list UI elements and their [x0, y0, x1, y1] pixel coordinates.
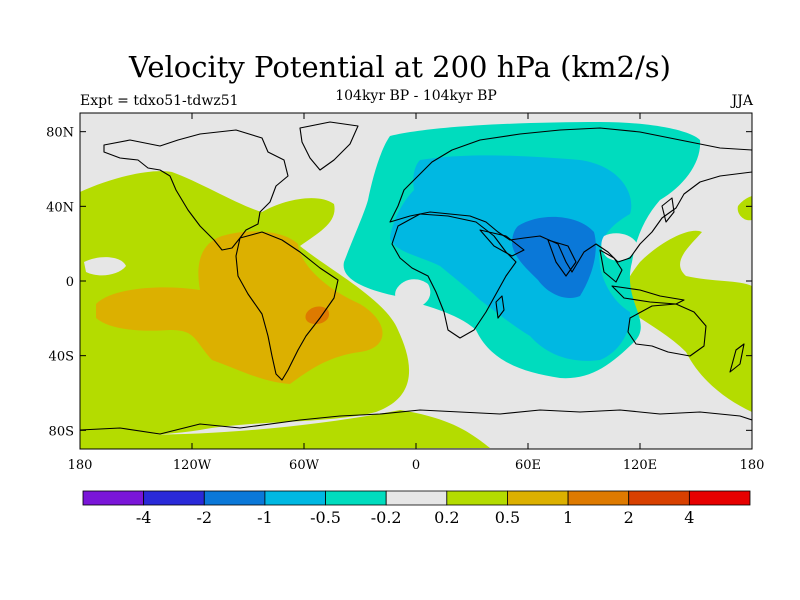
coastline-australia — [627, 303, 707, 357]
coastline-north-america — [103, 129, 289, 251]
colorbar-label: 4 — [684, 508, 694, 527]
colorbar-swatch-10 — [688, 490, 751, 506]
coastline-south-america — [235, 231, 339, 381]
lon-tick-label: 60E — [515, 458, 541, 473]
colorbar-swatch-9 — [628, 490, 690, 506]
colorbar-swatch-2 — [203, 490, 266, 506]
colorbar-label: 2 — [624, 508, 634, 527]
contour-pos-1 — [305, 306, 330, 324]
contour-zero-island-pacific — [84, 257, 126, 276]
colorbar-swatch-6 — [446, 490, 508, 506]
colorbar-swatch-3 — [264, 490, 326, 506]
coastline-antarctica — [80, 409, 752, 435]
contour-zero-island-africa — [395, 279, 431, 308]
lon-tick-label: 180 — [68, 458, 93, 473]
colorbar-swatch-5 — [385, 490, 448, 506]
colorbar-label: -0.5 — [310, 508, 341, 527]
colorbar-label: -1 — [257, 508, 273, 527]
colorbar-label: -4 — [136, 508, 152, 527]
colorbar-swatch-4 — [325, 490, 387, 506]
axis-ticks: 80N 40N 0 40S 80S 180 120W 60W 0 60E 120E 180 — [46, 113, 764, 473]
colorbar-label: 1 — [563, 508, 573, 527]
season-label: JJA — [731, 93, 753, 109]
lon-tick-label: 0 — [412, 458, 420, 473]
contour-fills — [80, 122, 752, 449]
coastline-madagascar — [495, 295, 505, 319]
colorbar-swatch-7 — [507, 490, 569, 506]
contour-pos-0-2-atlantic-edge — [737, 196, 752, 221]
lon-tick-label: 120E — [623, 458, 657, 473]
colorbar-label: -2 — [196, 508, 212, 527]
colorbar-label: 0.5 — [495, 508, 520, 527]
lat-tick-label: 0 — [66, 275, 74, 290]
coastline-japan — [661, 197, 675, 223]
coastline-india — [547, 239, 577, 277]
lon-tick-label: 120W — [173, 458, 212, 473]
colorbar-swatch-8 — [567, 490, 630, 506]
lat-tick-label: 80N — [46, 126, 74, 141]
contour-neg-0-5 — [390, 155, 632, 361]
coastline-indonesia — [611, 285, 685, 305]
lat-tick-label: 40S — [49, 350, 74, 365]
page-title: Velocity Potential at 200 hPa (km2/s) — [129, 50, 671, 84]
coastline-africa — [391, 213, 517, 339]
lat-tick-label: 40N — [46, 200, 74, 215]
colorbar-swatch-0 — [82, 490, 145, 506]
coastline-arabia — [479, 229, 525, 257]
colorbar-swatch-1 — [143, 490, 205, 506]
coastline-greenland — [299, 121, 359, 171]
coastlines — [80, 121, 752, 435]
plot-subtitle: 104kyr BP - 104kyr BP — [335, 88, 497, 104]
coastline-se-asia — [599, 249, 623, 283]
coastline-new-zealand — [729, 343, 745, 373]
colorbar-label: 0.2 — [434, 508, 459, 527]
contour-pos-0-2-south-pacific — [80, 410, 490, 449]
lon-tick-label: 180 — [740, 458, 765, 473]
lon-tick-label: 60W — [289, 458, 320, 473]
experiment-label: Expt = tdxo51-tdwz51 — [80, 93, 239, 109]
contour-pos-0-5 — [96, 231, 383, 384]
lat-tick-label: 80S — [49, 424, 74, 439]
contour-pos-0-2-westpac — [618, 230, 752, 412]
colorbar-label: -0.2 — [371, 508, 402, 527]
colorbar: -4 -2 -1 -0.5 -0.2 0.2 0.5 1 2 4 — [82, 490, 751, 527]
